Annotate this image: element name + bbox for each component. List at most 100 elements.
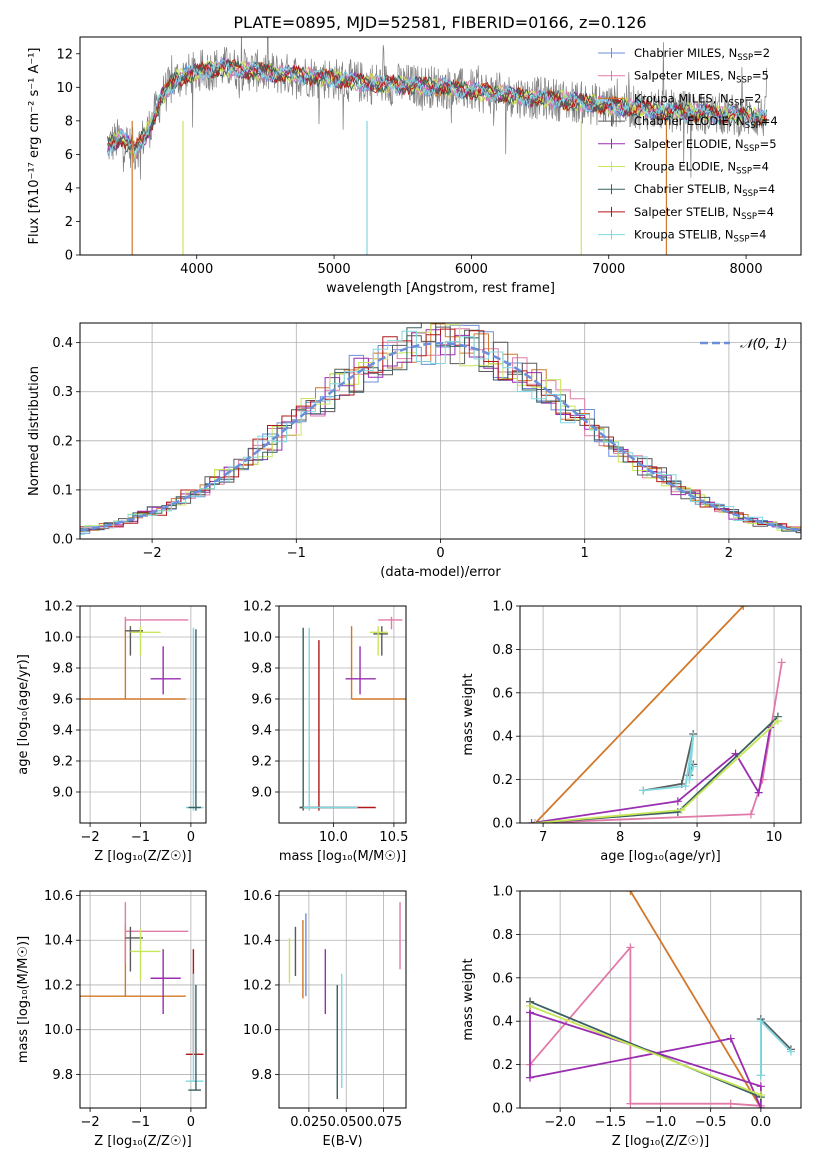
x-axis-label: Z [log₁₀(Z/Z☉)]: [612, 1134, 709, 1149]
model-salpeter_stelib: [107, 59, 768, 151]
y-tick-label: 0.0: [492, 1102, 513, 1117]
x-axis-label: Z [log₁₀(Z/Z☉)]: [94, 849, 191, 864]
plus-marker: [777, 658, 786, 667]
series-chabrier_stelib: [529, 1000, 762, 1099]
legend-label: Kroupa ELODIE, NSSP=4: [634, 160, 769, 177]
legend-label: 𝒩(0, 1): [740, 337, 787, 352]
series-chabrier_stelib: [535, 716, 779, 823]
plus-marker: [689, 762, 698, 771]
gaussian-curve: [80, 341, 801, 532]
plot-frame: [79, 605, 207, 824]
y-tick-label: 0: [65, 249, 73, 264]
y-tick-label: 10.0: [44, 631, 73, 646]
age_vs_mass-panel: 10.0 10.5 9.0 9.2 9.4 9.6 9.8 10.0 10.2 mass [log…: [243, 600, 408, 865]
y-tick-label: 10.6: [243, 889, 272, 904]
x-tick-label: 0.075: [365, 1115, 402, 1130]
x-tick-label: 0: [436, 546, 444, 561]
plus-marker: [685, 775, 694, 784]
histogram-kroupa_stelib: [80, 330, 801, 535]
plot-frame: [79, 322, 802, 540]
y-tick-label: 0.8: [492, 643, 513, 658]
x-tick-label: 0: [187, 830, 195, 845]
x-tick-label: 2: [725, 546, 733, 561]
y-tick-label: 9.0: [251, 786, 272, 801]
plus-marker: [626, 943, 635, 952]
x-tick-label: −1.0: [645, 1115, 677, 1130]
y-tick-label: 9.8: [52, 662, 73, 677]
y-tick-label: 2: [65, 215, 73, 230]
y-tick-label: 9.2: [52, 755, 73, 770]
mass_vs_Z-panel: −2 −1 0 9.8 10.0 10.2 10.4 10.6 Z [log₁₀(Z/Z☉)] m…: [16, 889, 207, 1149]
y-tick-label: 9.4: [251, 724, 272, 739]
legend-label: Kroupa MILES, NSSP=2: [634, 91, 761, 108]
x-axis-label: wavelength [Angstrom, rest frame]: [326, 281, 555, 296]
age_vs_Z-panel: −2 −1 0 9.0 9.2 9.4 9.6 9.8 10.0 10.2 Z [log₁₀(Z/Z…: [16, 600, 207, 864]
model-chabrier_miles: [107, 57, 767, 158]
y-tick-label: 0.3: [52, 385, 73, 400]
x-tick-label: 8: [616, 830, 624, 845]
y-tick-label: 4: [65, 181, 73, 196]
x-tick-label: 4000: [180, 262, 213, 277]
plot-frame: [278, 605, 407, 824]
plus-marker: [756, 1090, 765, 1099]
plot-frame: [79, 890, 207, 1109]
legend-label: Salpeter STELIB, NSSP=4: [634, 205, 774, 222]
plus-marker: [626, 1099, 635, 1108]
model-kroupa_stelib: [107, 59, 768, 156]
series-kroupa_stelib: [760, 1019, 792, 1076]
x-tick-label: −2.0: [544, 1115, 576, 1130]
plot-frame: [519, 605, 802, 824]
y-tick-label: 9.0: [52, 786, 73, 801]
y-tick-label: 8: [65, 114, 73, 129]
y-tick-label: 10.4: [243, 934, 272, 949]
y-tick-label: 0.2: [492, 1058, 513, 1073]
y-tick-label: 9.6: [52, 693, 73, 708]
y-tick-label: 10.6: [44, 889, 73, 904]
legend-label: Chabrier STELIB, NSSP=4: [634, 182, 775, 199]
plus-marker: [756, 1104, 765, 1108]
x-tick-label: 6000: [455, 262, 488, 277]
x-tick-label: 7000: [592, 262, 625, 277]
x-tick-label: 10.5: [379, 830, 408, 845]
figure-title: PLATE=0895, MJD=52581, FIBERID=0166, z=0…: [233, 13, 646, 32]
series-kroupa_miles: [629, 891, 762, 1108]
series-salpeter_miles: [535, 662, 783, 823]
y-tick-label: 10: [56, 81, 73, 96]
legend-label: Chabrier MILES, NSSP=2: [634, 46, 770, 63]
y-tick-label: 10.0: [243, 631, 272, 646]
legend-label: Chabrier ELODIE, NSSP=4: [634, 114, 778, 131]
y-tick-label: 1.0: [492, 600, 513, 615]
y-tick-label: 10.4: [44, 934, 73, 949]
y-axis-label: age [log₁₀(age/yr)]: [16, 654, 31, 775]
y-tick-label: 9.8: [251, 662, 272, 677]
spectrum-panel: 4000 5000 6000 7000 8000 0 2 4 6 8 10 12 wavelength …: [27, 36, 802, 296]
plus-marker: [726, 1099, 735, 1108]
plus-marker: [526, 1073, 535, 1082]
plus-marker: [754, 788, 763, 797]
y-tick-label: 10.0: [44, 1023, 73, 1038]
plot-frame: [519, 890, 802, 1109]
series-kroupa_elodie: [529, 1005, 762, 1096]
y-tick-label: 0.4: [492, 1015, 513, 1030]
y-tick-label: 10.2: [44, 600, 73, 615]
x-axis-label: (data-model)/error: [380, 565, 501, 580]
x-tick-label: −0.5: [695, 1115, 727, 1130]
y-tick-label: 10.2: [44, 978, 73, 993]
x-tick-label: −1: [131, 830, 150, 845]
x-tick-label: 10.0: [319, 830, 348, 845]
plus-marker: [681, 782, 690, 791]
model-chabrier_elodie: [107, 57, 768, 152]
x-axis-label: mass [log₁₀(M/M☉)]: [279, 849, 406, 864]
y-axis-label: mass weight: [461, 958, 476, 1040]
plot-frame: [278, 890, 407, 1109]
plus-marker: [531, 819, 540, 823]
x-tick-label: −2: [80, 830, 99, 845]
series-kroupa_miles: [534, 606, 744, 823]
histogram-chabrier_elodie: [80, 326, 801, 533]
y-tick-label: 0.6: [492, 971, 513, 986]
y-tick-label: 0.8: [492, 928, 513, 943]
plus-marker: [527, 819, 536, 823]
y-tick-label: 9.8: [52, 1068, 73, 1083]
x-tick-label: −1: [131, 1115, 150, 1130]
plus-marker: [673, 797, 682, 806]
